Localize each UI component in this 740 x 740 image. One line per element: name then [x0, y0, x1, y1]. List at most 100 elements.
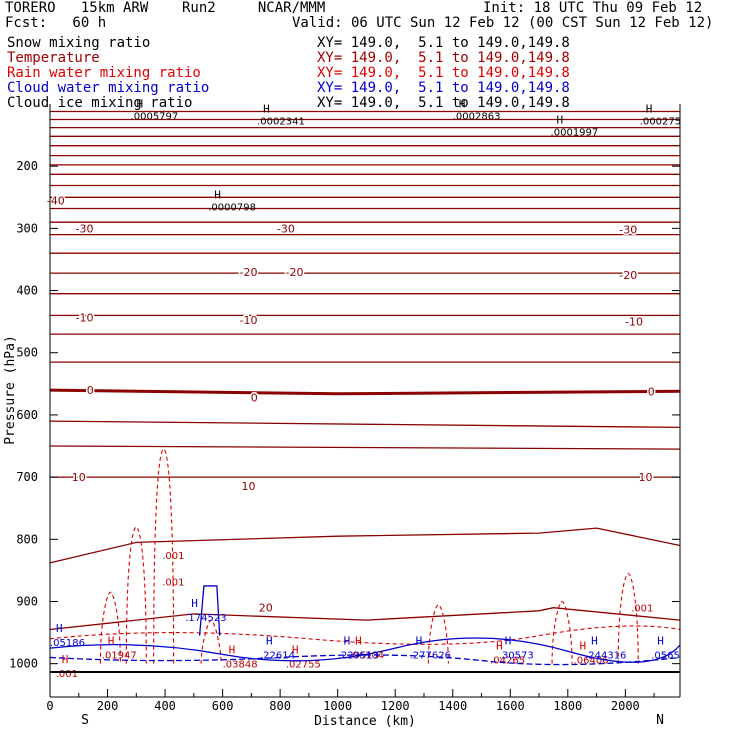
- rain-max-label: .02755: [286, 660, 321, 671]
- legend-snow-name: Snow mixing ratio: [7, 35, 151, 51]
- x-tick-label: 0: [46, 699, 53, 713]
- cloud-water-max-label: .244316: [585, 650, 626, 661]
- isotherm-label: -10: [240, 314, 258, 327]
- isotherm-label: 0: [251, 392, 258, 405]
- legend-rain-name: Rain water mixing ratio: [7, 65, 201, 81]
- valid-time: Valid: 06 UTC Sun 12 Feb 12 (00 CST Sun …: [292, 15, 714, 31]
- y-tick-label: 700: [16, 470, 38, 484]
- isotherm-label: -10: [76, 311, 94, 324]
- isotherm-label: -10: [625, 316, 643, 329]
- cloud-water-contour-1: [49, 637, 681, 663]
- y-tick-label: 800: [16, 532, 38, 546]
- snow-max-label: .0002341: [257, 116, 305, 127]
- snow-max-label: .0000798: [208, 202, 256, 213]
- rain-contour-2: [99, 591, 121, 664]
- x-tick-label: 400: [154, 699, 176, 713]
- snow-max-marker: H: [459, 97, 466, 110]
- rain-max-marker: H: [108, 634, 115, 647]
- isotherm-23: [49, 527, 681, 564]
- snow-max-marker: H: [646, 102, 653, 115]
- endpoint-left: S: [81, 713, 89, 728]
- rain-max-marker: H: [292, 644, 299, 657]
- rain-max-label: .03848: [223, 660, 258, 671]
- rain-max-label: .001: [162, 551, 184, 562]
- legend-temperature-name: Temperature: [7, 50, 100, 66]
- isotherm-label: -40: [47, 194, 65, 207]
- isotherm-label: -20: [286, 266, 304, 279]
- rain-contour-5: [551, 600, 573, 664]
- cloud-water-max-label: .22614: [260, 650, 295, 661]
- y-tick-label: 400: [16, 284, 38, 298]
- rain-contour-0: [125, 526, 147, 664]
- y-tick-label: 200: [16, 159, 38, 173]
- isotherm-label: 20: [259, 602, 273, 615]
- cloud-water-max-label: .277626: [410, 650, 451, 661]
- x-tick-label: 1800: [553, 699, 582, 713]
- snow-max-label: .0005797: [131, 111, 179, 122]
- isotherm-label: -20: [619, 269, 637, 282]
- x-tick-label: 800: [269, 699, 291, 713]
- isotherm-label: 10: [638, 471, 652, 484]
- forecast-hour: Fcst: 60 h: [5, 15, 107, 31]
- cloud-water-max-marker: H: [505, 634, 512, 647]
- isotherm-19: [49, 388, 681, 396]
- isotherm-20: [49, 420, 681, 429]
- rain-max-label: .01947: [102, 650, 137, 661]
- rain-max-label: .001: [162, 578, 184, 589]
- y-tick-label: 600: [16, 408, 38, 422]
- y-axis-label: Pressure (hPa): [3, 335, 18, 445]
- x-tick-label: 600: [212, 699, 234, 713]
- rain-max-marker: H: [355, 634, 362, 647]
- snow-max-marker: H: [557, 114, 564, 127]
- cloud-water-max-label: .30573: [499, 650, 534, 661]
- y-tick-label: 900: [16, 594, 38, 608]
- isotherm-24: [49, 607, 681, 631]
- endpoint-right: N: [656, 713, 664, 728]
- isotherm-label: 10: [241, 480, 255, 493]
- rain-band: [49, 625, 681, 645]
- cloud-water-max-marker: H: [344, 634, 351, 647]
- cloud-water-max-label: .0565: [651, 650, 680, 661]
- snow-max-marker: H: [214, 188, 221, 201]
- x-tick-label: 1600: [496, 699, 525, 713]
- rain-max-marker: H: [62, 653, 69, 666]
- rain-max-label: .001: [631, 604, 653, 615]
- legend-temperature-xy: XY= 149.0, 5.1 to 149.0,149.8: [317, 50, 570, 66]
- init-time: Init: 18 UTC Thu 09 Feb 12: [483, 0, 703, 16]
- y-tick-label: 1000: [9, 657, 38, 671]
- rain-max-marker: H: [496, 639, 503, 652]
- rain-max-label: .06406: [574, 655, 609, 666]
- legend-cloud-water-xy: XY= 149.0, 5.1 to 149.0,149.8: [317, 80, 570, 96]
- legend-snow-xy: XY= 149.0, 5.1 to 149.0,149.8: [317, 35, 570, 51]
- x-tick-label: 1000: [323, 699, 352, 713]
- isotherm-label: -30: [76, 222, 94, 235]
- cloud-water-contour-2: [49, 654, 681, 666]
- isotherm-label: 0: [87, 384, 94, 397]
- x-tick-label: 200: [97, 699, 119, 713]
- cloud-water-max-marker: H: [657, 634, 664, 647]
- isotherm-label: -30: [619, 224, 637, 237]
- model-title: TORERO 15km ARW Run2 NCAR/MMM: [5, 0, 326, 16]
- snow-max-marker: H: [263, 102, 270, 115]
- cloud-water-max-marker: H: [56, 622, 63, 635]
- rain-max-label: .06104: [349, 650, 384, 661]
- rain-max-label: .04265: [490, 655, 525, 666]
- legend-rain-xy: XY= 149.0, 5.1 to 149.0,149.8: [317, 65, 570, 81]
- isotherm-label: -30: [277, 222, 295, 235]
- snow-max-label: .0001997: [551, 128, 599, 139]
- y-tick-label: 300: [16, 221, 38, 235]
- snow-max-marker: H: [137, 97, 144, 110]
- legend-cloud-water-name: Cloud water mixing ratio: [7, 80, 210, 96]
- rain-contour-3: [200, 619, 222, 664]
- x-tick-label: 1200: [381, 699, 410, 713]
- snow-max-label: .0002863: [453, 111, 501, 122]
- cloud-water-max-label: .229513: [338, 650, 379, 661]
- isotherm-21: [49, 445, 681, 450]
- cloud-water-max-marker: H: [266, 634, 273, 647]
- x-tick-label: 1400: [438, 699, 467, 713]
- y-tick-label: 500: [16, 346, 38, 360]
- isotherm-label: 10: [72, 471, 86, 484]
- rain-contour-4: [427, 604, 449, 664]
- x-axis-label: Distance (km): [314, 714, 416, 729]
